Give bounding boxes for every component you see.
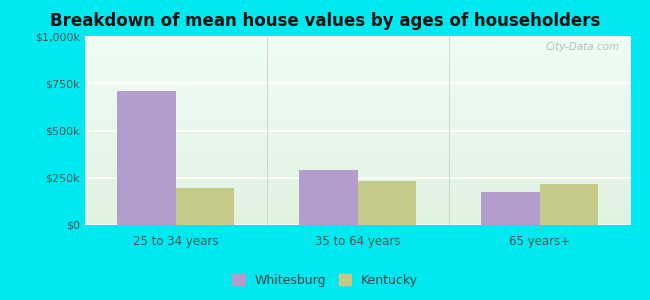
Bar (358, 181, 416, 225)
Bar (481, 192, 540, 225)
Text: City-Data.com: City-Data.com (545, 42, 619, 52)
Legend: Whitesburg, Kentucky: Whitesburg, Kentucky (228, 270, 422, 291)
Bar (299, 170, 358, 225)
Bar (540, 184, 598, 225)
Bar (176, 188, 234, 225)
Bar (117, 91, 176, 225)
Text: Breakdown of mean house values by ages of householders: Breakdown of mean house values by ages o… (50, 12, 600, 30)
